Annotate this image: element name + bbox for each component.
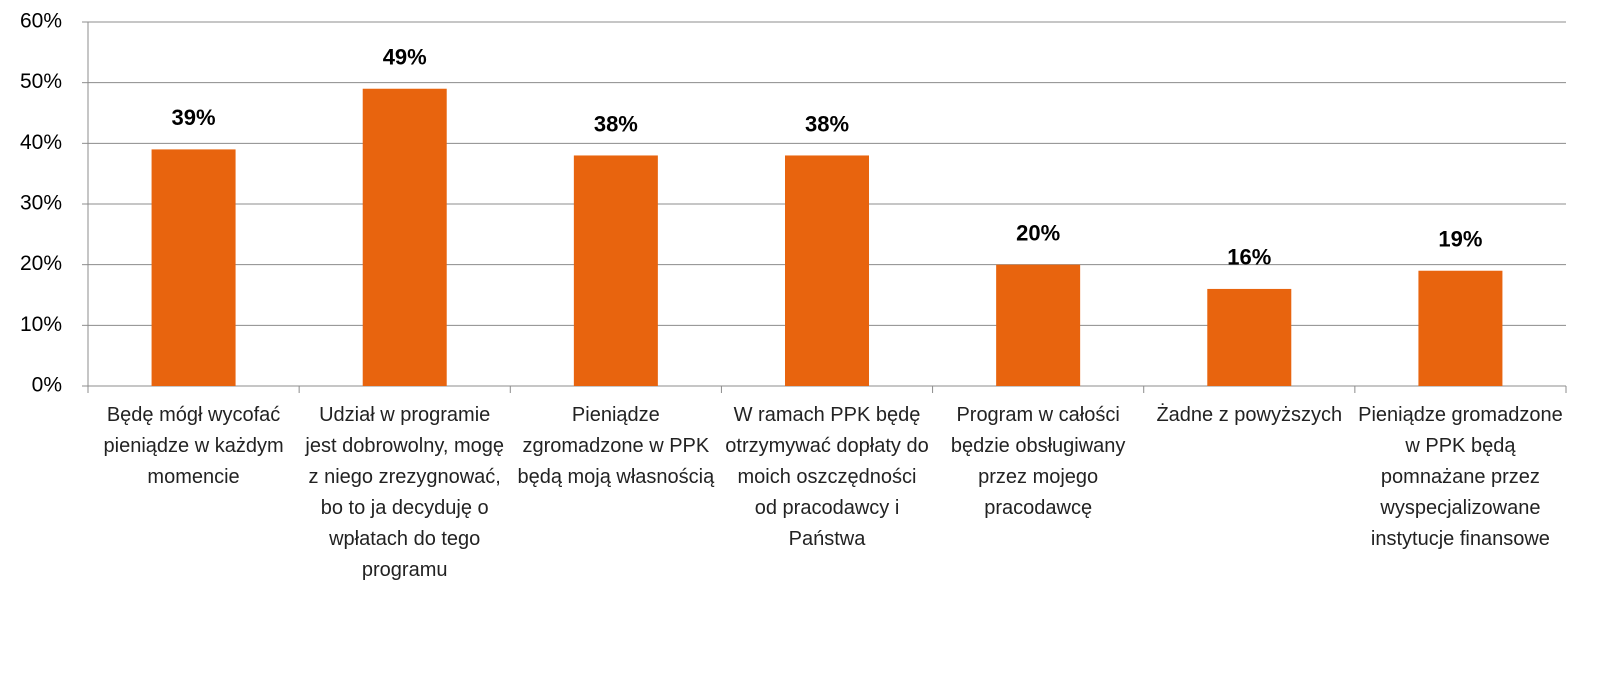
x-tick-label: Pieniądze gromadzone w PPK będą pomnażan… — [1358, 404, 1563, 550]
y-tick-label: 50% — [20, 70, 62, 93]
y-tick-label: 40% — [20, 131, 62, 154]
y-tick-label: 30% — [20, 192, 62, 215]
data-label: 16% — [1227, 245, 1271, 270]
bar — [362, 88, 447, 386]
x-tick-label: Żadne z powyższych — [1156, 404, 1343, 426]
y-tick-label: 60% — [20, 10, 62, 33]
y-tick-label: 20% — [20, 252, 62, 275]
bar — [573, 155, 658, 386]
x-tick-label: Pieniądze zgromadzone w PPK będą moją wł… — [517, 404, 715, 488]
data-label: 20% — [1016, 220, 1060, 245]
y-tick-label: 10% — [20, 313, 62, 336]
bar — [151, 149, 236, 386]
data-label: 39% — [172, 105, 216, 130]
y-tick-label: 0% — [32, 374, 62, 397]
data-label: 38% — [594, 111, 638, 136]
data-label: 38% — [805, 111, 849, 136]
bar — [1418, 270, 1503, 386]
x-tick-label: Udział w programie jest dobrowolny, mogę… — [305, 404, 505, 581]
data-label: 19% — [1438, 227, 1482, 252]
x-tick-label: W ramach PPK będę otrzymywać dopłaty do … — [725, 404, 929, 550]
bar — [785, 155, 869, 386]
x-tick-label: Będę mógł wycofać pieniądze w każdym mom… — [103, 404, 284, 488]
x-tick-label: Program w całości będzie obsługiwany prz… — [950, 404, 1126, 519]
bar — [1207, 288, 1292, 386]
data-label: 49% — [383, 45, 427, 70]
bar — [996, 264, 1081, 386]
